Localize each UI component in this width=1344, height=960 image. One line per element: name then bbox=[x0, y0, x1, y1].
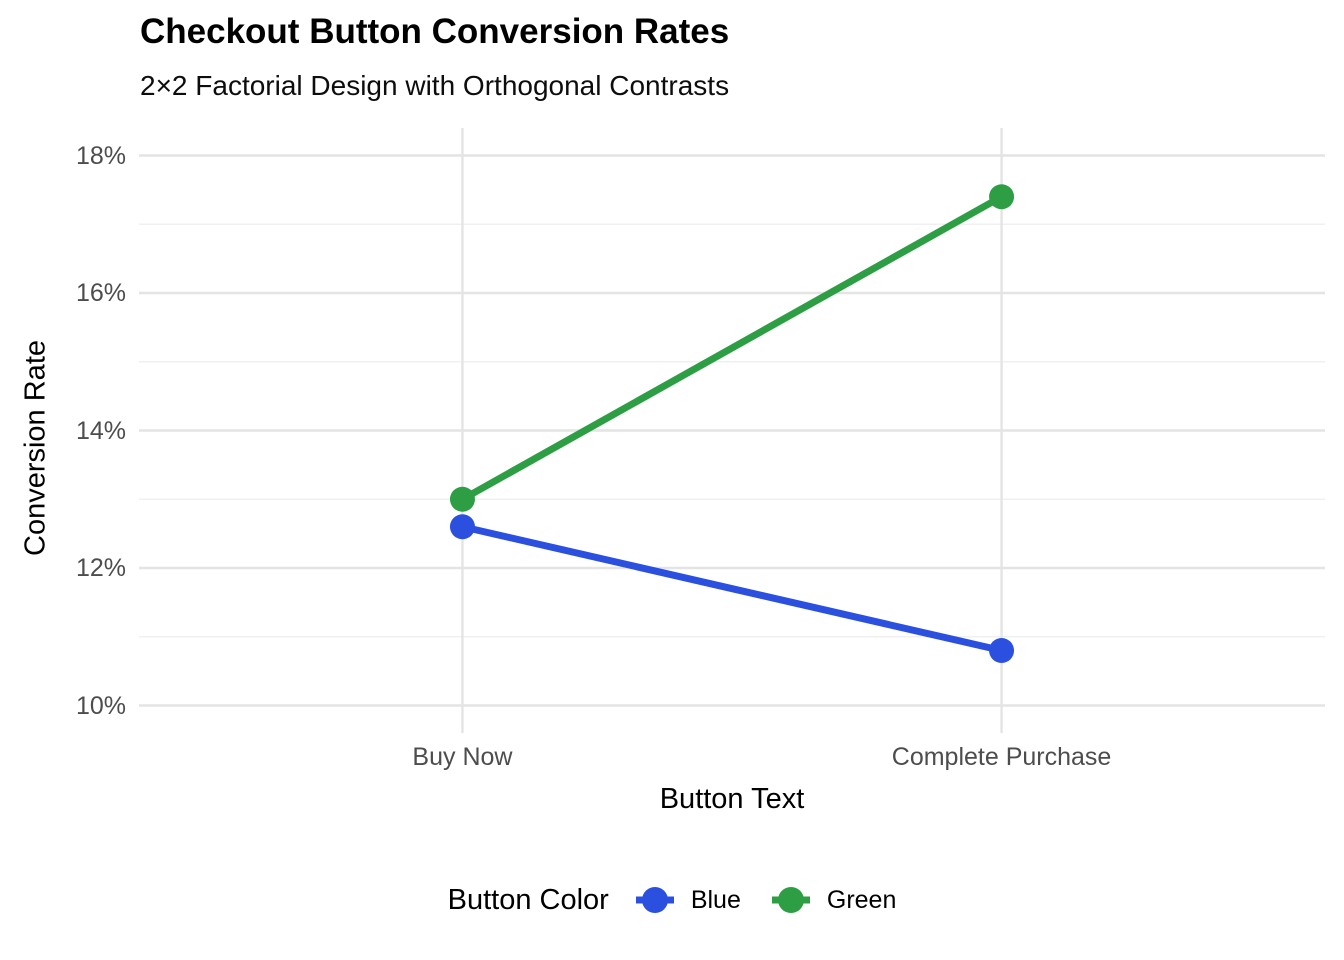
x-tick-label: Buy Now bbox=[412, 743, 513, 771]
legend: Button Color Blue Green bbox=[0, 872, 1344, 928]
y-tick-label: 16% bbox=[75, 279, 126, 307]
series-line-green bbox=[458, 193, 1006, 503]
legend-title: Button Color bbox=[447, 883, 609, 916]
y-tick-label: 18% bbox=[75, 141, 126, 170]
legend-key-green-icon bbox=[771, 887, 810, 913]
chart-subtitle: 2×2 Factorial Design with Orthogonal Con… bbox=[140, 70, 730, 101]
data-point-blue-1 bbox=[989, 638, 1015, 663]
x-tick-label: Complete Purchase bbox=[891, 743, 1112, 771]
legend-items: Blue Green bbox=[633, 880, 896, 920]
legend-item-green: Green bbox=[769, 880, 896, 920]
y-tick-label: 14% bbox=[75, 416, 126, 445]
y-tick-label: 10% bbox=[75, 691, 126, 720]
legend-item-blue: Blue bbox=[633, 880, 741, 920]
data-point-green-0 bbox=[449, 486, 475, 512]
legend-label: Blue bbox=[690, 885, 741, 914]
data-point-green-1 bbox=[989, 184, 1015, 210]
chart-title: Checkout Button Conversion Rates bbox=[140, 12, 730, 51]
legend-key-blue-icon bbox=[635, 887, 674, 913]
series-line-blue bbox=[458, 523, 1006, 654]
data-point-blue-0 bbox=[449, 514, 475, 540]
y-tick-label: 12% bbox=[75, 554, 126, 582]
x-axis-title: Button Text bbox=[659, 783, 805, 815]
y-axis-title: Conversion Rate bbox=[19, 340, 52, 556]
legend-label: Green bbox=[826, 885, 897, 914]
